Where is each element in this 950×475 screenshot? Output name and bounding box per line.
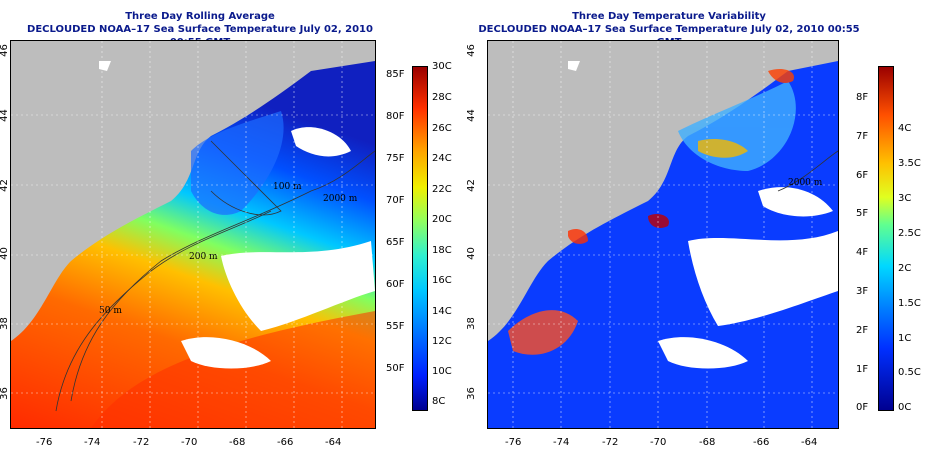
cb-3-5c: 3.5C — [898, 158, 921, 169]
cb-6f: 6F — [856, 170, 869, 181]
right-variability-map: 2000 m — [487, 40, 839, 429]
cloud-cover-left — [99, 61, 375, 369]
lat-40: 40 — [0, 247, 10, 260]
cb-24c: 24C — [432, 153, 452, 164]
cb-65f: 65F — [386, 237, 405, 248]
cb-5f: 5F — [856, 208, 869, 219]
right-title-line1: Three Day Temperature Variability — [572, 11, 766, 22]
lon-64: -64 — [325, 437, 342, 448]
cb-70f: 70F — [386, 195, 405, 206]
cb-8c: 8C — [432, 396, 446, 407]
lat-38: 38 — [0, 317, 10, 330]
cb-85f: 85F — [386, 69, 405, 80]
lon-76-r: -76 — [505, 437, 522, 448]
lon-72: -72 — [133, 437, 150, 448]
contour-label-2000m: 2000 m — [323, 194, 358, 204]
lat-46-r: 46 — [465, 44, 477, 57]
cb-20c: 20C — [432, 214, 452, 225]
cb-16c: 16C — [432, 275, 452, 286]
cb-0c: 0C — [898, 402, 912, 413]
contour-label-100m: 100 m — [273, 182, 302, 192]
cb-18c: 18C — [432, 245, 452, 256]
lon-68-r: -68 — [699, 437, 716, 448]
cb-50f: 50F — [386, 363, 405, 374]
cb-4c: 4C — [898, 123, 912, 134]
lat-44: 44 — [0, 109, 10, 122]
cb-80f: 80F — [386, 111, 405, 122]
cb-26c: 26C — [432, 123, 452, 134]
lat-44-r: 44 — [465, 109, 477, 122]
cb-2c: 2C — [898, 263, 912, 274]
cb-22c: 22C — [432, 184, 452, 195]
contour-label-200m: 200 m — [189, 252, 218, 262]
cb-2-5c: 2.5C — [898, 228, 921, 239]
cb-55f: 55F — [386, 321, 405, 332]
lon-74: -74 — [84, 437, 101, 448]
right-colorbar — [878, 66, 894, 411]
lon-74-r: -74 — [553, 437, 570, 448]
cb-28c: 28C — [432, 92, 452, 103]
lon-66-r: -66 — [753, 437, 770, 448]
lat-36: 36 — [0, 387, 10, 400]
left-title-line1: Three Day Rolling Average — [125, 11, 275, 22]
cb-30c: 30C — [432, 61, 452, 72]
cb-1-5c: 1.5C — [898, 298, 921, 309]
cloud-cover-right — [568, 61, 838, 369]
cb-4f: 4F — [856, 247, 869, 258]
lat-42-r: 42 — [465, 179, 477, 192]
lat-46: 46 — [0, 44, 10, 57]
lon-72-r: -72 — [602, 437, 619, 448]
lon-76: -76 — [36, 437, 53, 448]
cb-60f: 60F — [386, 279, 405, 290]
lon-68: -68 — [229, 437, 246, 448]
cb-8f: 8F — [856, 92, 869, 103]
cb-1c: 1C — [898, 333, 912, 344]
cb-14c: 14C — [432, 306, 452, 317]
lon-66: -66 — [277, 437, 294, 448]
cb-2f: 2F — [856, 325, 869, 336]
lon-70-r: -70 — [650, 437, 667, 448]
lon-64-r: -64 — [801, 437, 818, 448]
cb-0f: 0F — [856, 402, 869, 413]
lat-36-r: 36 — [465, 387, 477, 400]
cb-7f: 7F — [856, 131, 869, 142]
lat-42: 42 — [0, 179, 10, 192]
lat-38-r: 38 — [465, 317, 477, 330]
lat-40-r: 40 — [465, 247, 477, 260]
cb-3c: 3C — [898, 193, 912, 204]
contour-label-50m: 50 m — [99, 306, 122, 316]
left-sst-map: 2000 m 100 m 200 m 50 m — [10, 40, 376, 429]
cb-3f: 3F — [856, 286, 869, 297]
cb-0-5c: 0.5C — [898, 367, 921, 378]
lon-70: -70 — [181, 437, 198, 448]
left-colorbar — [412, 66, 428, 411]
cb-10c: 10C — [432, 366, 452, 377]
cb-12c: 12C — [432, 336, 452, 347]
cb-75f: 75F — [386, 153, 405, 164]
contour-label-2000m-right: 2000 m — [788, 178, 823, 188]
cb-1f: 1F — [856, 364, 869, 375]
